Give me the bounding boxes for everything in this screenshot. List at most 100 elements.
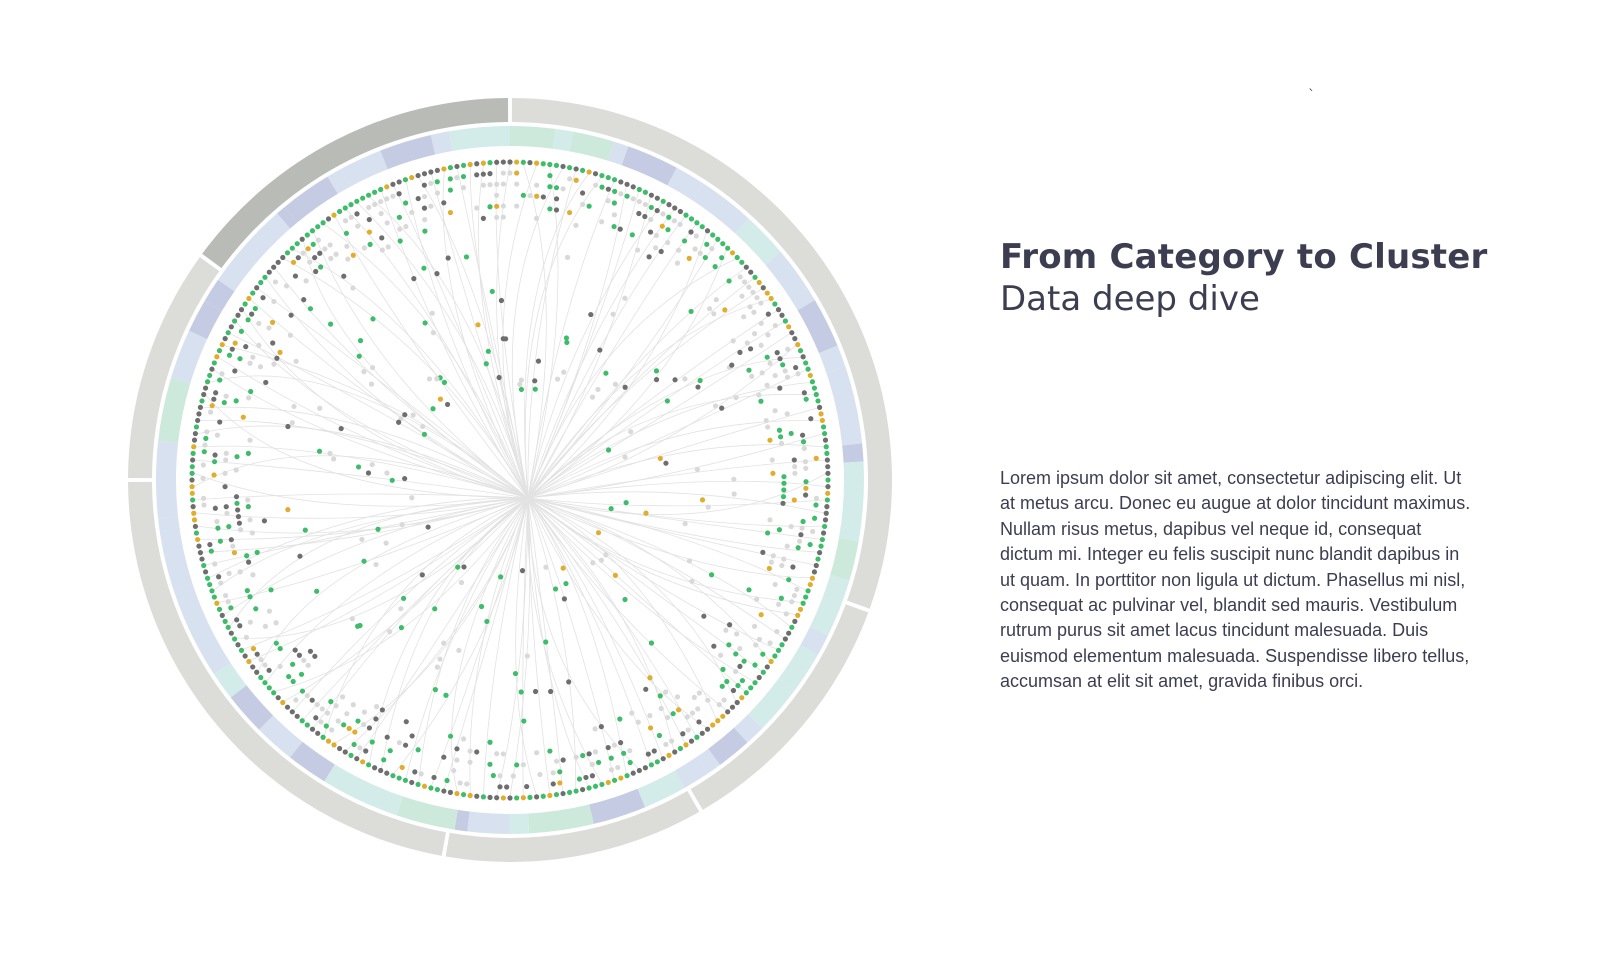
- node: [212, 452, 218, 458]
- node: [825, 484, 831, 490]
- node: [547, 748, 553, 754]
- node: [235, 513, 242, 520]
- node: [397, 238, 403, 244]
- node: [735, 682, 741, 689]
- node: [622, 384, 628, 390]
- node: [425, 524, 431, 530]
- link: [527, 202, 663, 499]
- node: [689, 710, 696, 716]
- node: [768, 658, 774, 665]
- link: [527, 299, 770, 499]
- node: [384, 184, 390, 190]
- node: [270, 340, 276, 346]
- node: [666, 214, 672, 220]
- node: [795, 545, 801, 551]
- node: [318, 264, 324, 270]
- node: [497, 773, 503, 779]
- node: [739, 677, 746, 684]
- node: [758, 398, 764, 404]
- node: [352, 729, 358, 735]
- outer-category-ring: [128, 98, 892, 862]
- node: [327, 242, 333, 248]
- link: [527, 497, 821, 540]
- node: [305, 246, 311, 252]
- node: [781, 556, 787, 562]
- node: [612, 572, 618, 578]
- cluster-band-segment: [696, 748, 721, 774]
- node: [487, 160, 493, 166]
- outer-ring-segment: [202, 98, 509, 269]
- node: [725, 245, 731, 251]
- node: [235, 507, 241, 513]
- node: [681, 238, 688, 244]
- node: [793, 364, 799, 371]
- node: [800, 518, 806, 525]
- node: [192, 523, 199, 530]
- node: [647, 675, 653, 681]
- node: [563, 580, 569, 587]
- node: [720, 666, 726, 672]
- node: [228, 537, 234, 543]
- node: [421, 182, 427, 188]
- node: [723, 627, 729, 633]
- node: [754, 295, 760, 301]
- cluster-band-segment: [830, 537, 859, 581]
- node: [189, 464, 195, 470]
- cluster-band-segment: [765, 251, 815, 311]
- node: [217, 538, 223, 544]
- node: [399, 522, 405, 528]
- page-title: From Category to Cluster: [1000, 237, 1488, 277]
- link: [242, 310, 529, 499]
- node: [396, 179, 402, 185]
- node: [800, 439, 807, 445]
- node: [350, 702, 356, 708]
- node: [753, 642, 759, 648]
- node: [260, 295, 266, 301]
- node: [437, 396, 444, 402]
- cluster-band-segment: [842, 443, 864, 463]
- node: [775, 307, 782, 313]
- link: [243, 497, 529, 650]
- dendrogram-links: [193, 163, 827, 797]
- node: [608, 755, 614, 761]
- node: [670, 711, 676, 717]
- node: [494, 159, 500, 165]
- node: [307, 306, 314, 312]
- cluster-band-segment: [290, 741, 335, 782]
- node: [786, 630, 792, 636]
- node: [782, 368, 788, 374]
- node: [605, 779, 611, 786]
- node: [733, 668, 739, 675]
- node: [642, 213, 648, 220]
- node: [819, 536, 825, 543]
- node: [503, 336, 509, 342]
- link: [495, 164, 529, 499]
- node: [190, 504, 196, 510]
- node: [560, 790, 566, 797]
- node: [821, 430, 828, 437]
- node: [772, 322, 778, 329]
- node: [207, 372, 213, 379]
- node: [653, 368, 660, 374]
- node: [636, 767, 642, 774]
- node: [258, 279, 264, 286]
- node: [317, 405, 323, 411]
- node: [592, 726, 598, 732]
- node: [366, 762, 372, 768]
- link: [213, 497, 529, 591]
- link: [483, 497, 529, 795]
- cluster-band-segment: [818, 345, 846, 373]
- node: [663, 741, 669, 748]
- node: [500, 203, 506, 209]
- node: [421, 171, 428, 177]
- node: [399, 764, 405, 771]
- node: [675, 247, 682, 253]
- node: [595, 386, 601, 393]
- node: [302, 527, 308, 533]
- node: [327, 450, 333, 456]
- node: [654, 207, 660, 214]
- node: [823, 444, 829, 450]
- node: [724, 678, 730, 685]
- link: [405, 181, 529, 499]
- node: [313, 715, 319, 721]
